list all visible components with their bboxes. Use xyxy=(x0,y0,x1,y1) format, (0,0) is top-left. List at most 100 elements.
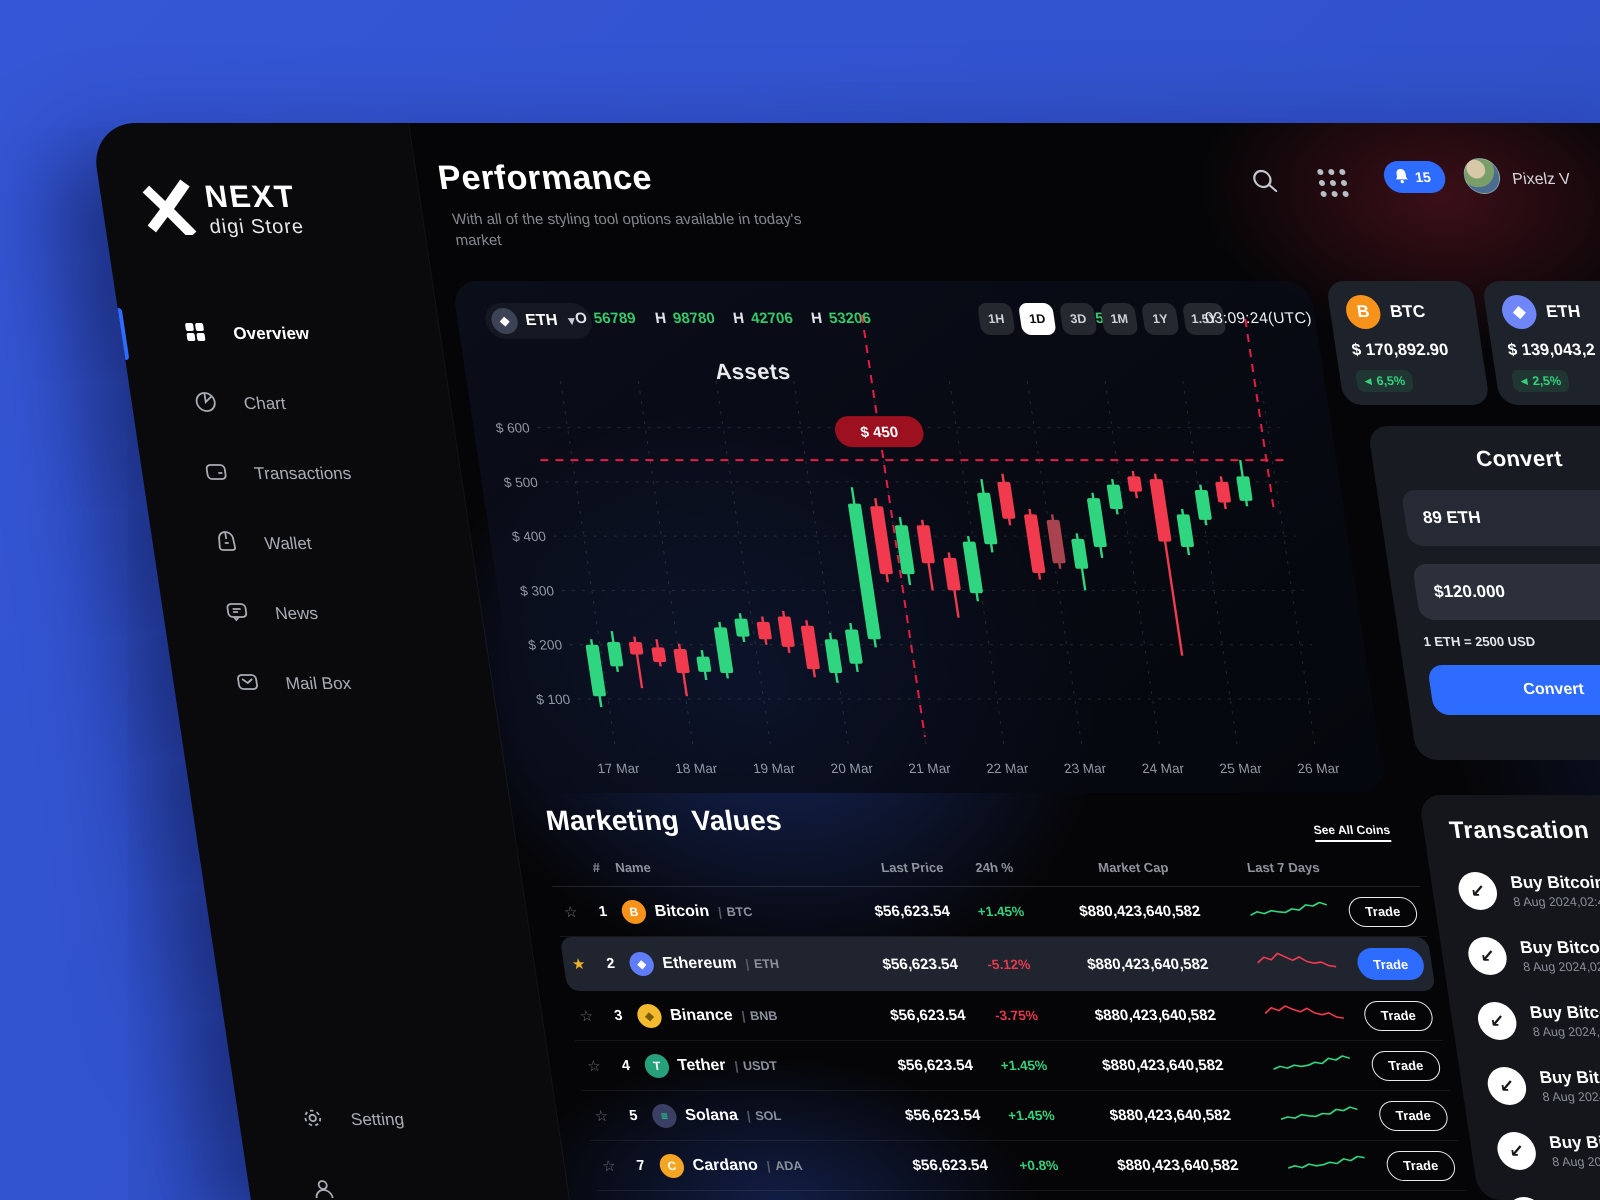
coin-rank: 4 xyxy=(620,1057,632,1074)
search-button[interactable] xyxy=(1244,165,1285,201)
column-header: 24h % xyxy=(974,860,1015,875)
transaction-label: Buy Bitcoin xyxy=(1538,1068,1600,1088)
chart-card: ◆ ETH ▼ O 56789 H 98780 H 42706 H 53206 (+2.5%)… xyxy=(451,281,1387,793)
price-badge: $ 450 xyxy=(834,416,924,448)
convert-to-input[interactable]: $120.000 xyxy=(1411,564,1600,620)
btc-icon: B xyxy=(1343,295,1383,329)
coin-symbol: | ADA xyxy=(765,1158,804,1173)
table-row-cardano[interactable]: ☆ 7 C Cardano | ADA $56,623.54 +0.8% $880,423,64… xyxy=(590,1141,1466,1191)
symbol-divider: | xyxy=(745,1108,752,1123)
timeframe-1h[interactable]: 1H xyxy=(976,303,1016,335)
trade-button[interactable]: Trade xyxy=(1384,1150,1458,1181)
notification-button[interactable]: 15 xyxy=(1381,161,1448,193)
sidebar-item-mail-box[interactable]: Mail Box xyxy=(169,649,497,719)
market-table: # Name Last Price 24h % Market Cap Last 7 Day… xyxy=(546,849,1466,1191)
notification-count: 15 xyxy=(1413,169,1432,185)
table-row-solana[interactable]: ☆ 5 ≡ Solana | SOL $56,623.54 +1.45% $880,423,64… xyxy=(582,1091,1459,1141)
column-header: Last Price xyxy=(879,860,945,875)
star-outline-icon[interactable]: ☆ xyxy=(562,903,579,921)
timeframe-3d[interactable]: 3D xyxy=(1058,303,1098,335)
gear-icon xyxy=(299,1106,327,1135)
sidebar-item-label: Chart xyxy=(242,394,287,413)
svg-text:24 Mar: 24 Mar xyxy=(1141,761,1186,776)
timeframe-1y[interactable]: 1Y xyxy=(1140,303,1180,335)
candlestick-chart[interactable]: $ 600 $ 500 $ 400 $ 300 $ 200 $ 100 17 Mar 18 M… xyxy=(472,315,1379,785)
sidebar-nav-bottom: Setting xyxy=(234,1085,573,1200)
ohlc-label: H xyxy=(809,310,824,327)
person-icon xyxy=(309,1176,337,1200)
ohlc-item: O 56789 xyxy=(574,310,637,327)
sidebar-item-partial[interactable] xyxy=(244,1155,572,1200)
coin-name-cell: ≡ Solana | SOL xyxy=(649,1103,877,1128)
eth-card[interactable]: ◆ ETH $ 139,043,2 ◀ 2,5% xyxy=(1481,281,1600,405)
avatar[interactable] xyxy=(1461,158,1503,194)
coin-name-cell: ◆ Ethereum | ETH xyxy=(626,952,854,976)
see-all-coins-link[interactable]: See All Coins xyxy=(1312,823,1392,842)
convert-from-input[interactable]: 89 ETH xyxy=(1400,490,1600,546)
trade-button[interactable]: Trade xyxy=(1369,1050,1443,1081)
logo-x-icon xyxy=(138,179,199,240)
svg-text:21 Mar: 21 Mar xyxy=(907,761,952,776)
coin-rank: 7 xyxy=(635,1157,647,1174)
bell-icon xyxy=(1393,168,1411,187)
svg-text:20 Mar: 20 Mar xyxy=(830,761,875,776)
convert-rate: 1 ETH = 2500 USD xyxy=(1422,634,1537,649)
ohlc-label: H xyxy=(731,310,746,327)
eth-card-price: $ 139,043,2 xyxy=(1506,341,1597,359)
coin-sparkline xyxy=(1266,1102,1374,1130)
trade-button[interactable]: Trade xyxy=(1361,1000,1435,1031)
coin-marketcap: $880,423,640,582 xyxy=(1078,903,1202,920)
transaction-date: 8 Aug 2024,02:45 xyxy=(1512,894,1600,909)
table-row-tether[interactable]: ☆ 4 T Tether | USDT $56,623.54 +1.45% $880,423,6… xyxy=(575,1041,1451,1091)
btc-card-change: ◀ 6,5% xyxy=(1354,370,1415,392)
star-outline-icon[interactable]: ☆ xyxy=(585,1057,602,1075)
trade-button[interactable]: Trade xyxy=(1346,896,1420,927)
column-header: # xyxy=(591,860,601,875)
coin-rank: 1 xyxy=(597,903,609,920)
symbol-divider: | xyxy=(717,904,723,919)
sidebar-item-transactions[interactable]: Transactions xyxy=(137,439,465,509)
trade-button[interactable]: Trade xyxy=(1376,1100,1450,1131)
sidebar-item-overview[interactable]: Overview xyxy=(114,299,444,369)
sidebar-item-setting[interactable]: Setting xyxy=(234,1085,562,1155)
market-values-title: Marketing Values xyxy=(543,805,784,836)
apps-menu-button[interactable] xyxy=(1312,165,1353,201)
coin-name: Binance xyxy=(669,1006,734,1024)
table-row-ethereum[interactable]: ★ 2 ◆ Ethereum | ETH $56,623.54 -5.12% $880,423,… xyxy=(559,937,1436,991)
star-filled-icon[interactable]: ★ xyxy=(570,956,587,973)
star-outline-icon[interactable]: ☆ xyxy=(593,1107,610,1125)
sidebar-item-chart[interactable]: Chart xyxy=(127,369,455,439)
svg-text:22 Mar: 22 Mar xyxy=(985,761,1030,776)
table-row-bitcoin[interactable]: ☆ 1 B Bitcoin | BTC $56,623.54 +1.45% $880,423,6… xyxy=(552,887,1428,937)
column-header: Last 7 Days xyxy=(1246,860,1321,875)
svg-text:$ 500: $ 500 xyxy=(503,475,539,490)
symbol-divider: | xyxy=(733,1058,740,1073)
svg-text:23 Mar: 23 Mar xyxy=(1063,761,1108,776)
sidebar-item-wallet[interactable]: Wallet xyxy=(148,509,476,579)
timeframe-1d[interactable]: 1D xyxy=(1017,303,1057,335)
coin-change: +1.45% xyxy=(999,1058,1049,1073)
coin-name: Bitcoin xyxy=(653,902,711,920)
convert-button[interactable]: Convert xyxy=(1427,665,1600,715)
sidebar-item-news[interactable]: News xyxy=(158,579,486,649)
timeframe-1m[interactable]: 1M xyxy=(1099,303,1139,335)
coin-price: $56,623.54 xyxy=(873,903,952,920)
star-outline-icon[interactable]: ☆ xyxy=(600,1157,617,1175)
coin-symbol: | BNB xyxy=(740,1008,779,1023)
btc-card[interactable]: B BTC $ 170,892.90 ◀ 6,5% xyxy=(1325,281,1491,405)
transaction-label: Buy Bitcoin xyxy=(1528,1003,1600,1023)
coin-name: Ethereum xyxy=(661,955,738,972)
sidebar-item-label: Mail Box xyxy=(284,674,353,693)
trade-button[interactable]: Trade xyxy=(1354,948,1427,980)
star-outline-icon[interactable]: ☆ xyxy=(578,1007,595,1025)
coin-name-cell: B Bitcoin | BTC xyxy=(618,899,846,924)
table-row-binance[interactable]: ☆ 3 ◆ Binance | BNB $56,623.54 -3.75% $880,423,6… xyxy=(567,991,1444,1041)
active-indicator xyxy=(114,308,130,360)
timeframe-group: 1H 1D 3D 1M 1Y 1.5Y xyxy=(976,303,1227,335)
